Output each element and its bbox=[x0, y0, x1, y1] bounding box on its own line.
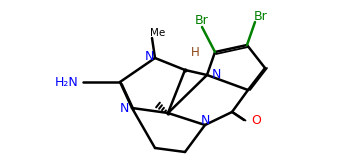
Text: H₂N: H₂N bbox=[54, 75, 78, 89]
Text: N: N bbox=[119, 101, 129, 115]
Text: O: O bbox=[251, 115, 261, 128]
Text: N: N bbox=[200, 115, 210, 128]
Text: N: N bbox=[144, 50, 154, 62]
Text: Br: Br bbox=[254, 10, 268, 23]
Text: Br: Br bbox=[195, 14, 209, 28]
Text: H: H bbox=[191, 47, 199, 59]
Text: Me: Me bbox=[150, 28, 165, 38]
Text: N: N bbox=[212, 68, 221, 80]
